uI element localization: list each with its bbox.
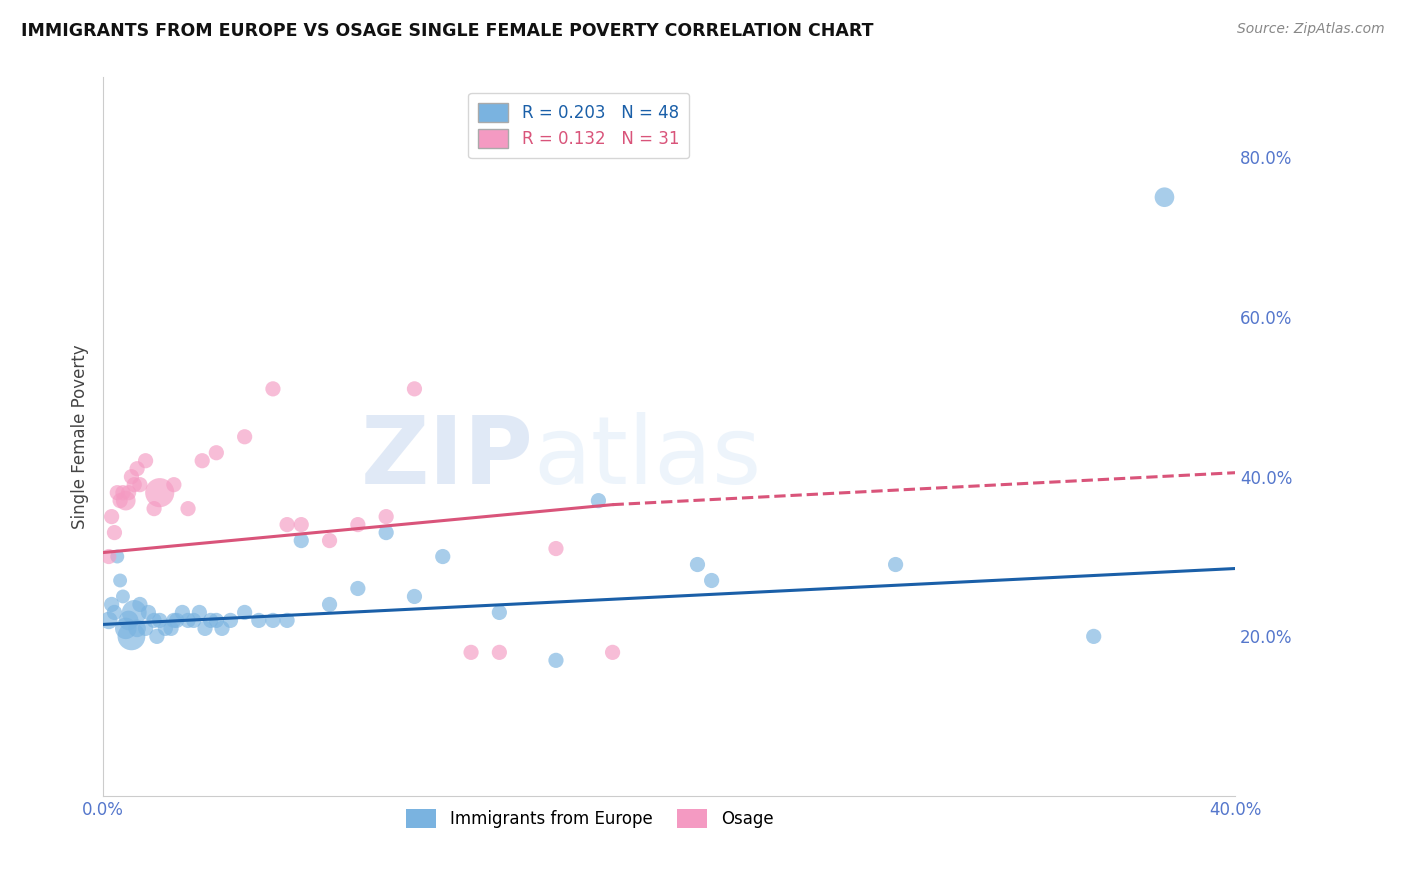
Point	[108, 493, 131, 508]
Point	[100, 598, 122, 612]
Point	[318, 598, 340, 612]
Point	[172, 606, 194, 620]
Point	[1083, 629, 1105, 643]
Point	[205, 446, 228, 460]
Point	[146, 629, 169, 643]
Point	[588, 493, 610, 508]
Point	[884, 558, 907, 572]
Point	[276, 517, 298, 532]
Point	[166, 614, 188, 628]
Point	[488, 606, 510, 620]
Point	[262, 382, 284, 396]
Point	[205, 614, 228, 628]
Point	[105, 549, 128, 564]
Point	[129, 477, 152, 491]
Point	[105, 485, 128, 500]
Point	[149, 485, 172, 500]
Point	[117, 614, 139, 628]
Point	[97, 549, 120, 564]
Point	[544, 653, 567, 667]
Point	[233, 430, 256, 444]
Point	[290, 517, 312, 532]
Legend: Immigrants from Europe, Osage: Immigrants from Europe, Osage	[399, 802, 780, 835]
Point	[233, 606, 256, 620]
Y-axis label: Single Female Poverty: Single Female Poverty	[72, 344, 89, 529]
Point	[686, 558, 709, 572]
Point	[200, 614, 222, 628]
Point	[163, 477, 186, 491]
Point	[97, 614, 120, 628]
Point	[149, 614, 172, 628]
Point	[122, 606, 145, 620]
Point	[194, 621, 217, 635]
Point	[488, 645, 510, 659]
Point	[219, 614, 242, 628]
Point	[108, 574, 131, 588]
Point	[177, 501, 200, 516]
Point	[155, 621, 177, 635]
Point	[135, 621, 157, 635]
Point	[375, 525, 398, 540]
Point	[114, 621, 136, 635]
Point	[129, 598, 152, 612]
Point	[143, 501, 166, 516]
Point	[460, 645, 482, 659]
Point	[188, 606, 211, 620]
Point	[177, 614, 200, 628]
Point	[290, 533, 312, 548]
Text: Source: ZipAtlas.com: Source: ZipAtlas.com	[1237, 22, 1385, 37]
Point	[247, 614, 270, 628]
Point	[103, 606, 125, 620]
Point	[211, 621, 233, 635]
Point	[117, 485, 139, 500]
Point	[404, 382, 426, 396]
Point	[700, 574, 723, 588]
Point	[100, 509, 122, 524]
Point	[163, 614, 186, 628]
Point	[111, 590, 134, 604]
Point	[602, 645, 624, 659]
Point	[111, 485, 134, 500]
Point	[103, 525, 125, 540]
Point	[135, 454, 157, 468]
Point	[127, 621, 149, 635]
Point	[183, 614, 205, 628]
Point	[276, 614, 298, 628]
Point	[544, 541, 567, 556]
Point	[347, 517, 370, 532]
Point	[1153, 190, 1175, 204]
Point	[347, 582, 370, 596]
Point	[375, 509, 398, 524]
Text: atlas: atlas	[533, 412, 762, 504]
Point	[432, 549, 454, 564]
Point	[114, 493, 136, 508]
Point	[127, 461, 149, 475]
Point	[122, 477, 145, 491]
Point	[120, 469, 142, 483]
Point	[160, 621, 183, 635]
Text: IMMIGRANTS FROM EUROPE VS OSAGE SINGLE FEMALE POVERTY CORRELATION CHART: IMMIGRANTS FROM EUROPE VS OSAGE SINGLE F…	[21, 22, 873, 40]
Point	[191, 454, 214, 468]
Point	[262, 614, 284, 628]
Text: ZIP: ZIP	[360, 412, 533, 504]
Point	[120, 629, 142, 643]
Point	[138, 606, 160, 620]
Point	[318, 533, 340, 548]
Point	[143, 614, 166, 628]
Point	[404, 590, 426, 604]
